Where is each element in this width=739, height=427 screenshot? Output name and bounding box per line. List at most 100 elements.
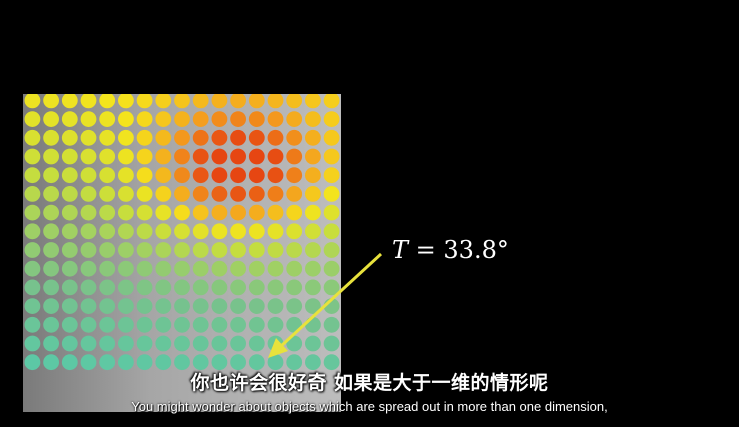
temperature-dot (286, 316, 303, 333)
temperature-dot (80, 186, 97, 202)
temperature-dot (267, 335, 284, 352)
temperature-dot (230, 279, 247, 296)
temperature-dot (267, 148, 284, 165)
temperature-dot (136, 148, 153, 165)
temperature-dot (43, 354, 59, 371)
temperature-dot (192, 186, 209, 202)
temperature-dot (155, 260, 172, 277)
temperature-dot (155, 279, 172, 296)
temperature-dot (99, 298, 116, 314)
temperature-dot (80, 204, 97, 221)
temperature-dot (80, 148, 97, 165)
temperature-dot (267, 260, 284, 277)
temperature-dot (99, 354, 116, 371)
temperature-dot (80, 129, 97, 146)
temperature-dot (43, 242, 59, 258)
temperature-dot (248, 186, 265, 202)
temperature-dot (305, 204, 321, 221)
temperature-dot (99, 223, 116, 240)
temperature-dot (323, 279, 340, 296)
temperature-dot (61, 204, 78, 221)
temperature-dot (305, 129, 321, 146)
temperature-dot (136, 111, 153, 127)
temperature-dot (211, 148, 228, 165)
temperature-dot (80, 316, 97, 333)
temperature-dot (248, 260, 265, 277)
temperature-dot (99, 167, 116, 184)
temperature-dot (192, 204, 209, 221)
temperature-dot (286, 260, 303, 277)
temperature-dot (118, 335, 134, 352)
temperature-dot (155, 204, 172, 221)
temperature-dot (174, 111, 190, 127)
temperature-dot (211, 260, 228, 277)
temperature-dot (286, 111, 303, 127)
temperature-dot (43, 94, 59, 109)
temperature-dot (24, 316, 41, 333)
temperature-dot (155, 129, 172, 146)
temperature-dot (118, 148, 134, 165)
temperature-dot (211, 94, 228, 109)
temperature-dot (267, 186, 284, 202)
temperature-dot (267, 279, 284, 296)
temperature-dot (230, 186, 247, 202)
temperature-dot (267, 111, 284, 127)
temperature-dot (61, 242, 78, 258)
temperature-dot (286, 242, 303, 258)
temperature-dot (323, 111, 340, 127)
temperature-dot (211, 335, 228, 352)
temperature-dot (99, 186, 116, 202)
temperature-dot (192, 354, 209, 371)
temperature-dot (61, 167, 78, 184)
temperature-dot (286, 298, 303, 314)
temperature-dot (211, 354, 228, 371)
temperature-dot (267, 316, 284, 333)
temperature-dot (155, 94, 172, 109)
temperature-dot (136, 260, 153, 277)
temperature-dot (155, 298, 172, 314)
temperature-dot (24, 94, 41, 109)
temperature-dot (136, 94, 153, 109)
temperature-dot (24, 335, 41, 352)
temperature-dot (267, 242, 284, 258)
temperature-dot (248, 335, 265, 352)
temperature-dot (118, 204, 134, 221)
temperature-dot (99, 279, 116, 296)
temperature-dot (80, 111, 97, 127)
temperature-dot (211, 111, 228, 127)
temperature-dot (24, 167, 41, 184)
temperature-dot (267, 129, 284, 146)
temperature-dot (248, 111, 265, 127)
temperature-dot (174, 335, 190, 352)
temperature-dot (192, 279, 209, 296)
temperature-dot (43, 223, 59, 240)
temperature-dot (286, 148, 303, 165)
temperature-dot (230, 223, 247, 240)
temperature-dot (230, 167, 247, 184)
temperature-dot (136, 298, 153, 314)
temperature-dot (305, 354, 321, 371)
temperature-dot (323, 316, 340, 333)
temperature-dot (118, 279, 134, 296)
temperature-dot (155, 354, 172, 371)
temperature-dot (230, 316, 247, 333)
temperature-dot (248, 223, 265, 240)
temperature-dot (80, 94, 97, 109)
temperature-dot (61, 260, 78, 277)
temperature-dot (155, 186, 172, 202)
temperature-dot (61, 354, 78, 371)
temperature-dot (211, 298, 228, 314)
temperature-dot (99, 148, 116, 165)
subtitle-english: You might wonder about objects which are… (131, 399, 608, 414)
temperature-dot (267, 204, 284, 221)
temperature-dot (24, 148, 41, 165)
temperature-dot (43, 186, 59, 202)
temperature-dot (43, 148, 59, 165)
temperature-dot (43, 204, 59, 221)
temperature-dot (323, 242, 340, 258)
temperature-dot (118, 298, 134, 314)
temperature-dot (323, 260, 340, 277)
subtitle-chinese: 你也许会很好奇 如果是大于一维的情形呢 (190, 372, 549, 394)
temperature-dot (248, 94, 265, 109)
